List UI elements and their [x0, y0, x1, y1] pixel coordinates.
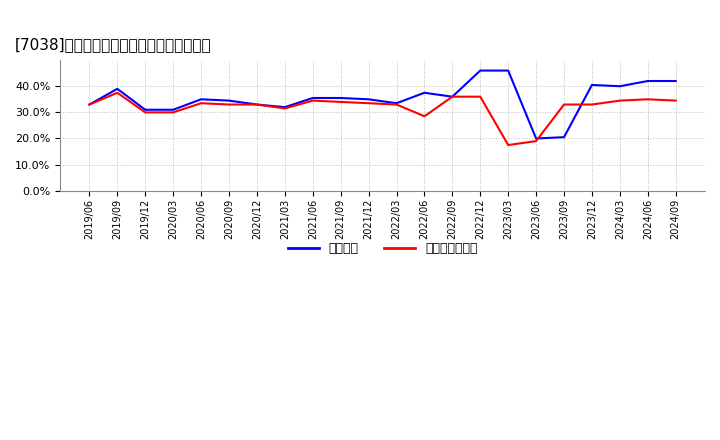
- Text: [7038]　固定比率、固定長期適合率の推移: [7038] 固定比率、固定長期適合率の推移: [15, 37, 212, 52]
- Legend: 固定比率, 固定長期適合率: 固定比率, 固定長期適合率: [282, 237, 482, 260]
